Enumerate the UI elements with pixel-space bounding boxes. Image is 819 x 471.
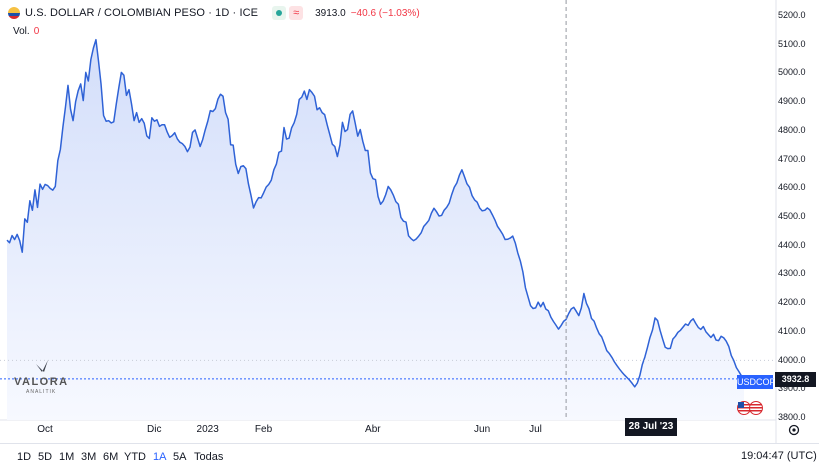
range-button-3m[interactable]: 3M [81,451,97,463]
price-area [7,39,744,420]
symbol-title[interactable]: U.S. DOLLAR / COLOMBIAN PESO · 1D · ICE [25,7,259,19]
range-button-1a[interactable]: 1A [153,451,167,463]
y-tick-label: 4700.0 [778,153,806,164]
x-tick-label: Jun [474,424,491,435]
delayed-data-badge[interactable]: ≈ [289,6,304,20]
volume-label: Vol. [13,26,30,37]
range-button-6m[interactable]: 6M [103,451,119,463]
current-price-label: 3932.8 [775,372,816,387]
x-tick-label: Feb [254,424,273,435]
y-tick-label: 3900.0 [778,383,806,394]
volume-legend: Vol. 0 [13,26,39,37]
y-tick-label: 4600.0 [778,182,806,193]
us-flag-icon[interactable] [737,401,763,415]
y-tick-label: 5000.0 [778,67,806,78]
volume-value: 0 [33,26,40,37]
range-button-1d[interactable]: 1D [17,451,32,463]
market-status-icon[interactable] [272,6,287,20]
range-button-5d[interactable]: 5D [38,451,53,463]
last-price: 3913.0 [315,7,346,19]
x-tick-label: Dic [147,424,162,435]
watermark-sub: ANALITIK [26,389,57,395]
colombia-flag-icon [8,7,20,19]
price-line [6,38,745,388]
y-tick-label: 4000.0 [778,354,806,365]
x-tick-label: Oct [37,424,53,435]
range-button-todas[interactable]: Todas [194,451,224,463]
valora-logo-icon [36,360,48,372]
ticker-label: USDCOP [737,375,776,389]
clock[interactable]: 19:04:47 (UTC) [741,450,817,462]
y-tick-label: 4500.0 [778,211,806,221]
gear-icon[interactable] [788,424,800,436]
range-button-1m[interactable]: 1M [59,451,75,463]
watermark-brand: VALORA [14,376,69,388]
range-button-ytd[interactable]: YTD [124,451,146,463]
x-tick-label: 2023 [196,424,219,435]
crosshair-date-label: 28 Jul '23 [625,418,677,436]
x-tick-label: Jul [529,424,542,435]
chart-header: U.S. DOLLAR / COLOMBIAN PESO · 1D · ICE … [8,5,420,21]
y-tick-label: 4800.0 [778,124,806,135]
range-button-5a[interactable]: 5A [173,451,187,463]
bottom-toolbar: 1D 5D 1M 3M 6M YTD 1A 5A Todas 19:04:47 (UTC) [0,443,819,471]
y-tick-label: 5200.0 [778,10,806,20]
y-tick-label: 4100.0 [778,325,806,336]
x-tick-label: Abr [365,424,381,435]
y-tick-label: 4300.0 [778,268,806,279]
y-tick-label: 4200.0 [778,297,806,308]
y-tick-label: 5100.0 [778,38,806,49]
y-tick-label: 4900.0 [778,96,806,107]
y-tick-label: 3800.0 [778,412,806,422]
y-tick-label: 4400.0 [778,239,806,250]
price-chart[interactable] [0,0,819,443]
price-change: −40.6 (−1.03%) [350,7,420,19]
